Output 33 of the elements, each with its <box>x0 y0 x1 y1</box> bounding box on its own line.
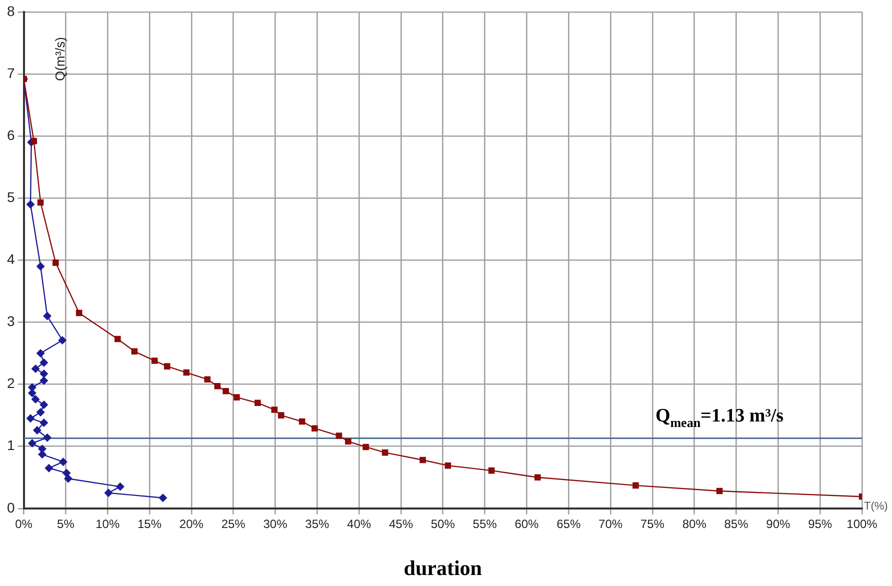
y-tick-label: 8 <box>6 2 15 19</box>
x-tick-label: 55% <box>472 516 498 531</box>
x-tick-label: 50% <box>430 516 456 531</box>
x-tick-label: 25% <box>221 516 246 531</box>
x-tick-label: 10% <box>96 516 120 531</box>
x-tick-label: 80% <box>682 516 707 531</box>
x-tick-label: 90% <box>766 516 791 531</box>
x-tick-label: 0% <box>15 516 33 531</box>
x-tick-label: 5% <box>57 516 75 531</box>
y-tick-label: 1 <box>6 437 15 454</box>
x-tick-label: 95% <box>808 516 832 531</box>
x-tick-label: 60% <box>514 516 540 531</box>
x-tick-label: 85% <box>724 516 749 531</box>
text: T(%) <box>864 500 888 512</box>
y-tick-label: 7 <box>6 64 15 81</box>
x-tick-label: 75% <box>640 516 665 531</box>
y-tick-label: 5 <box>6 189 15 206</box>
y-tick-label: 3 <box>6 313 15 330</box>
x-tick-label: 20% <box>179 516 204 531</box>
x-tick-label: 35% <box>305 516 330 531</box>
x-tick-label: 100% <box>846 516 878 531</box>
y-tick-label: 6 <box>6 126 15 143</box>
x-tick-label: 40% <box>347 516 372 531</box>
y-tick-label: 2 <box>6 375 15 392</box>
y-axis-title: Q(m³/s) <box>52 37 68 82</box>
x-tick-label: 30% <box>263 516 288 531</box>
x-tick-label: 45% <box>388 516 414 531</box>
y-tick-label: 0 <box>6 499 15 516</box>
x-tick-label: 15% <box>138 516 162 531</box>
x-tick-label: 65% <box>556 516 581 531</box>
x-axis-title: duration <box>404 556 482 580</box>
x-tick-label: 70% <box>598 516 623 531</box>
y-tick-label: 4 <box>6 251 15 268</box>
